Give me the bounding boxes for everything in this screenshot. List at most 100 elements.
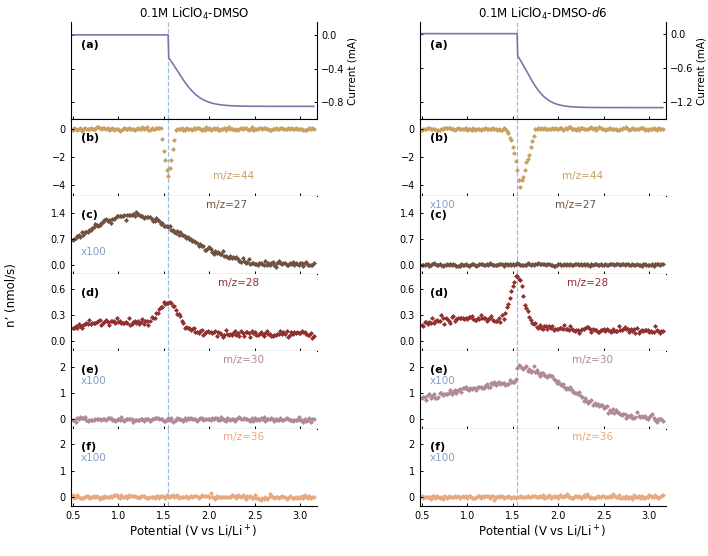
Point — [263, 329, 274, 338]
Point — [515, 275, 526, 284]
Point — [616, 124, 627, 133]
Point — [267, 332, 278, 341]
Point — [207, 124, 218, 133]
Point — [530, 319, 541, 327]
Point — [571, 260, 582, 269]
Point — [493, 125, 505, 133]
Point — [589, 325, 600, 334]
Point — [531, 124, 542, 133]
Point — [126, 319, 137, 328]
Point — [158, 146, 169, 155]
Point — [164, 298, 176, 307]
Point — [452, 492, 464, 500]
Point — [229, 326, 241, 335]
Point — [475, 494, 486, 503]
Point — [269, 331, 280, 340]
Point — [440, 313, 452, 322]
Point — [589, 399, 600, 408]
Point — [190, 237, 201, 246]
Point — [205, 327, 217, 336]
Point — [556, 261, 567, 270]
Title: 0.1M LiClO$_4$-DMSO: 0.1M LiClO$_4$-DMSO — [139, 6, 249, 22]
Point — [125, 320, 136, 329]
Point — [110, 490, 121, 499]
Point — [513, 360, 525, 369]
Point — [307, 260, 318, 269]
Point — [460, 492, 472, 501]
Point — [419, 124, 430, 133]
Point — [82, 228, 93, 237]
Point — [627, 123, 638, 132]
Point — [592, 492, 603, 500]
Point — [296, 327, 307, 336]
Point — [147, 125, 159, 134]
Point — [426, 314, 438, 323]
Point — [179, 324, 190, 332]
Point — [252, 415, 263, 424]
Text: (c): (c) — [430, 210, 447, 220]
Point — [475, 310, 486, 319]
Point — [520, 361, 532, 370]
Point — [135, 492, 147, 501]
Point — [645, 410, 656, 419]
Point — [443, 124, 455, 133]
Point — [515, 183, 526, 192]
Point — [605, 328, 617, 337]
Point — [158, 416, 169, 425]
Point — [261, 261, 273, 270]
Point — [135, 415, 147, 424]
Point — [241, 491, 253, 500]
Point — [431, 394, 442, 403]
Point — [243, 255, 254, 264]
Point — [460, 383, 472, 391]
Point — [264, 490, 275, 499]
Point — [508, 277, 520, 286]
Point — [492, 126, 503, 135]
Point — [67, 323, 79, 332]
Point — [278, 327, 289, 336]
Point — [295, 124, 306, 133]
Point — [418, 261, 429, 270]
Point — [548, 261, 559, 270]
Point — [295, 258, 306, 267]
Point — [90, 125, 101, 133]
Point — [297, 126, 309, 135]
Point — [531, 260, 542, 269]
Point — [246, 414, 257, 423]
Point — [216, 330, 227, 339]
Point — [657, 260, 668, 269]
Point — [581, 322, 593, 331]
Point — [120, 492, 132, 500]
Point — [511, 166, 523, 175]
Point — [548, 492, 559, 500]
Point — [307, 493, 318, 502]
Point — [253, 259, 265, 268]
Point — [537, 260, 549, 269]
Point — [531, 365, 542, 374]
Point — [224, 416, 236, 425]
Point — [464, 384, 476, 393]
Point — [551, 492, 562, 501]
Point — [451, 315, 462, 324]
Point — [475, 126, 486, 135]
Point — [522, 259, 533, 268]
Point — [586, 260, 597, 269]
Point — [205, 415, 217, 424]
Point — [607, 325, 618, 334]
Y-axis label: Current (mA): Current (mA) — [697, 37, 707, 105]
Point — [304, 124, 315, 133]
Point — [439, 492, 450, 500]
Point — [483, 383, 494, 391]
Point — [644, 125, 655, 133]
Point — [222, 414, 233, 423]
Point — [428, 390, 440, 399]
Point — [175, 415, 186, 424]
Point — [210, 247, 221, 256]
Point — [530, 260, 541, 269]
Point — [106, 416, 118, 425]
Point — [211, 414, 222, 423]
Point — [94, 123, 105, 132]
Point — [430, 493, 441, 502]
Point — [127, 318, 139, 327]
Point — [476, 125, 488, 133]
